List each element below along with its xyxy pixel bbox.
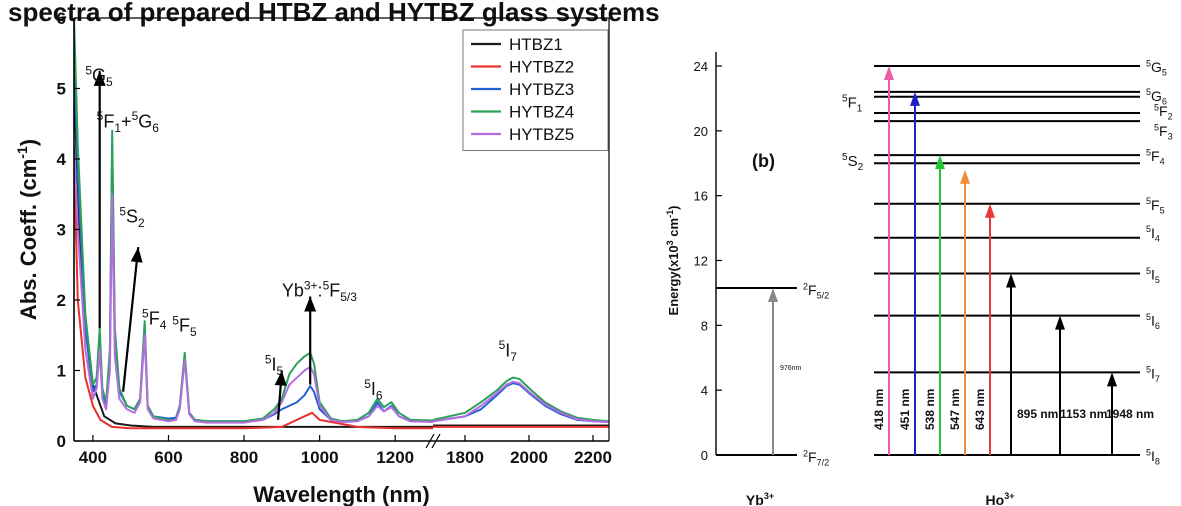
energy-tick-label: 0: [701, 448, 708, 463]
legend-label-HYTBZ5: HYTBZ5: [509, 125, 574, 144]
series-HYTBZ5-right-line: [433, 380, 609, 423]
y-axis-label: Abs. Coeff. (cm-1): [14, 139, 41, 320]
y-tick-label: 1: [57, 362, 66, 381]
ho-transition-label: 643 nm: [973, 389, 987, 430]
ho-transition-arrow-head: [935, 155, 945, 170]
transition-annotation: 5F5​: [172, 314, 197, 340]
ho-transition-arrow-head: [1006, 273, 1016, 288]
transition-annotation: Yb3+​:5F5/3​: [282, 278, 357, 304]
x-tick-label: 2000: [510, 448, 548, 467]
annotation-arrow-head: [93, 70, 106, 86]
x-tick-label: 1800: [446, 448, 484, 467]
yb-level-label: 2F5/2​: [803, 281, 829, 300]
legend-label-HYTBZ3: HYTBZ3: [509, 80, 574, 99]
legend-label-HYTBZ4: HYTBZ4: [509, 103, 574, 122]
transition-annotation: 5I6​: [364, 377, 383, 403]
x-tick-label: 600: [154, 448, 182, 467]
ho-level-label: 5F5​: [1146, 196, 1165, 215]
annotation-arrow-head: [130, 247, 143, 263]
legend-box: [462, 29, 609, 151]
ho-transition-arrow-head: [910, 91, 920, 106]
y-tick-label: 4: [57, 150, 67, 169]
annotation-arrow-head: [304, 296, 317, 312]
ho-transition-arrow-head: [1107, 372, 1117, 387]
ho-transition-arrow-head: [884, 66, 894, 80]
annotation-arrow-line: [122, 247, 140, 392]
x-tick-label: 800: [230, 448, 258, 467]
ho-transition-label: 418 nm: [872, 389, 886, 430]
y-tick-label: 2: [57, 291, 66, 310]
annotation-arrow-head: [274, 370, 287, 386]
header-text: spectra of prepared HTBZ and HYTBZ glass…: [8, 0, 660, 27]
energy-axis-label: Energy(x103 cm-1): [665, 206, 681, 316]
energy-tick-label: 16: [694, 189, 708, 204]
ho-level-label: 5G6​: [1146, 87, 1167, 106]
y-tick-label: 0: [57, 432, 66, 451]
ho-transition-label: 547 nm: [948, 389, 962, 430]
ho-transition-arrow-head: [1055, 315, 1065, 330]
yb-transition-label: 976nm: [780, 365, 802, 372]
panel-label: (b): [752, 151, 775, 171]
ho-level-label: 5I4​: [1146, 224, 1160, 243]
x-axis-label: Wavelength (nm): [253, 482, 429, 506]
ho-transition-label: 538 nm: [923, 389, 937, 430]
ho-transition-label: 451 nm: [898, 389, 912, 430]
ho-transition-label: 895 nm: [1017, 407, 1058, 421]
energy-tick-label: 24: [694, 59, 708, 74]
ho-level-label: 5F3​: [1154, 123, 1173, 142]
ho-transition-label: 1153 nm: [1060, 407, 1107, 421]
transition-annotation: 5I7​: [499, 338, 518, 364]
series-HYTBZ3-right-line: [433, 382, 609, 423]
ho-level-label: 5G5​: [1146, 58, 1167, 77]
axis-break-mark-left: [431, 433, 441, 449]
energy-level-diagram: 0 4 8 12 16 20 24 Energy(x103 cm-1) (b) 2F7/2​ 2F5…: [665, 52, 1173, 506]
series-HYTBZ5-left-line: [74, 144, 433, 424]
ho-ion-label: Ho3+: [986, 491, 1015, 506]
x-tick-label: 2200: [574, 448, 612, 467]
absorption-chart: 0 1 2 3 4 5 6 400 600 800 1000 1200 1800 2000 2200 Wave…: [14, 9, 612, 506]
ho-transition-arrow-head: [985, 203, 995, 218]
ho-level-label: 5I6​: [1146, 312, 1160, 331]
transition-annotation: 5F4​: [142, 306, 167, 332]
transition-annotation: 5F1​+5G6​: [97, 109, 160, 135]
ho-transition-label: 1948 nm: [1106, 407, 1154, 421]
transition-annotation: 5S2​: [119, 204, 145, 230]
yb-level-label: 2F7/2​: [803, 448, 829, 467]
legend-label-HYTBZ2: HYTBZ2: [509, 58, 574, 77]
ho-level-label: 5F4​: [1146, 148, 1165, 167]
ho-level-label: 5I8​: [1146, 447, 1160, 466]
ho-level-label: 5I5​: [1146, 266, 1160, 285]
transition-annotation: 5G5​: [85, 63, 113, 89]
transition-annotation: 5I5​: [265, 352, 284, 378]
ho-left-level-label: 5F1​: [842, 94, 863, 115]
ho-level-label: 5F2​: [1154, 102, 1173, 121]
ho-transition-arrow-head: [960, 169, 970, 184]
x-tick-label: 400: [79, 448, 107, 467]
ho-level-label: 5I7​: [1146, 365, 1160, 384]
series-HYTBZ2-left-line: [74, 158, 433, 430]
legend-label-HTBZ1: HTBZ1: [509, 35, 563, 54]
energy-tick-label: 20: [694, 124, 708, 139]
series-HYTBZ3-left-line: [74, 46, 433, 423]
y-tick-label: 3: [57, 221, 66, 240]
series-HTBZ1-left-line: [74, 88, 433, 428]
y-tick-label: 6: [57, 9, 66, 28]
energy-tick-label: 4: [701, 383, 708, 398]
axis-break-mark-right: [425, 433, 435, 449]
y-tick-label: 5: [57, 80, 66, 99]
energy-tick-label: 8: [701, 318, 708, 333]
ho-left-level-label: 5S2​: [842, 152, 864, 173]
x-tick-label: 1200: [376, 448, 414, 467]
energy-tick-label: 12: [694, 254, 708, 269]
series-HYTBZ4-right-line: [433, 376, 609, 423]
yb-ion-label: Yb3+: [746, 491, 774, 506]
yb-transition-arrow-head: [768, 288, 778, 303]
x-tick-label: 1000: [301, 448, 339, 467]
